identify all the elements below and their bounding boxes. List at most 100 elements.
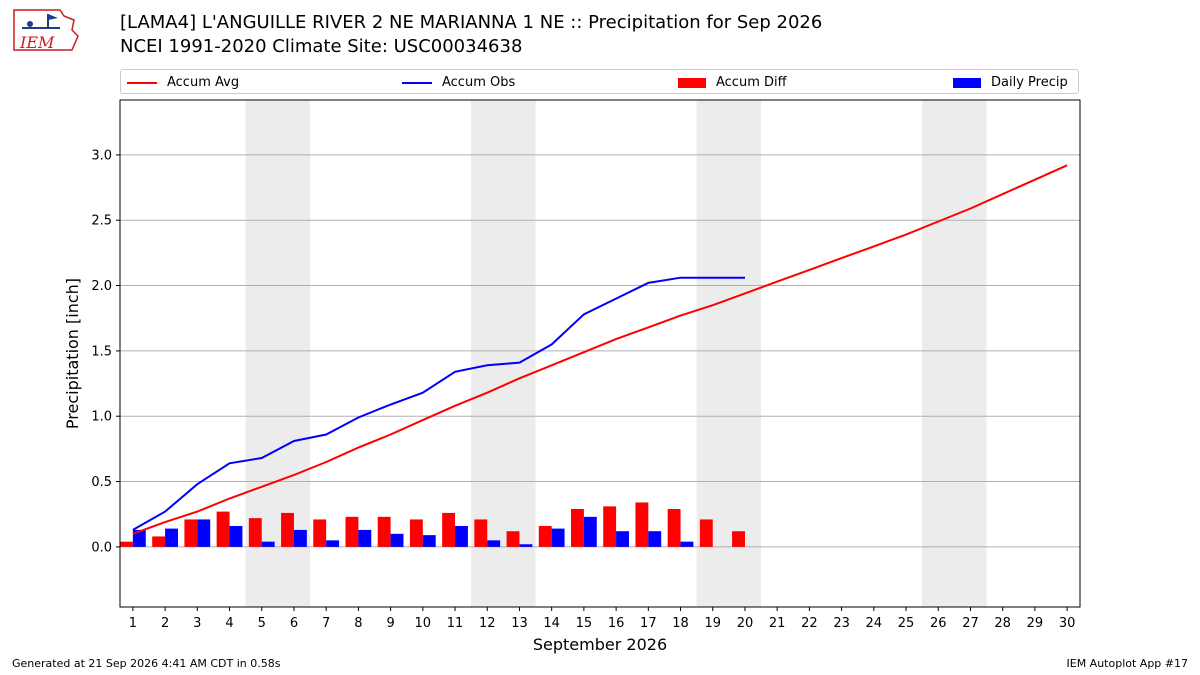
x-tick-label: 12 — [479, 616, 496, 631]
legend-item-accum-diff: Accum Diff — [678, 70, 787, 95]
diff-bar — [474, 519, 488, 547]
x-tick-label: 1 — [129, 616, 137, 631]
daily-bar — [293, 529, 307, 547]
x-tick-label: 3 — [193, 616, 201, 631]
diff-bar — [345, 516, 359, 547]
x-tick-label: 8 — [354, 616, 362, 631]
daily-bar — [487, 540, 501, 547]
x-tick-label: 11 — [447, 616, 464, 631]
y-tick-label: 1.0 — [91, 410, 112, 425]
diff-bar — [377, 516, 391, 547]
x-tick-label: 20 — [737, 616, 754, 631]
x-tick-label: 28 — [994, 616, 1011, 631]
daily-bar — [326, 540, 340, 547]
x-tick-label: 29 — [1027, 616, 1044, 631]
legend-label: Daily Precip — [991, 75, 1068, 90]
daily-bar — [583, 516, 597, 547]
plot-frame — [119, 99, 1081, 608]
diff-bar — [635, 502, 649, 547]
diff-bar — [409, 519, 423, 547]
legend-label: Accum Obs — [442, 75, 516, 90]
diff-bar — [732, 531, 745, 547]
diff-bar — [571, 508, 584, 547]
diff-bar — [248, 518, 262, 547]
legend-swatch — [678, 77, 706, 88]
x-tick-label: 21 — [769, 616, 786, 631]
diff-bar — [152, 536, 166, 547]
daily-bar — [358, 529, 372, 547]
y-tick-label: 1.5 — [91, 344, 112, 359]
legend-label: Accum Avg — [167, 75, 240, 90]
y-axis-label: Precipitation [inch] — [63, 278, 82, 429]
daily-bar — [390, 533, 404, 547]
legend-swatch — [402, 81, 432, 84]
x-tick-label: 7 — [322, 616, 330, 631]
daily-bar — [455, 525, 468, 547]
diff-bar — [667, 508, 681, 547]
daily-bar — [551, 528, 565, 547]
daily-bar — [132, 529, 146, 547]
x-tick-label: 4 — [225, 616, 233, 631]
iem-logo: IEM — [13, 9, 79, 52]
x-tick-label: 25 — [898, 616, 915, 631]
diff-bar — [603, 506, 617, 547]
x-tick-label: 2 — [161, 616, 169, 631]
legend-item-accum-obs: Accum Obs — [402, 70, 515, 95]
diff-bar — [442, 512, 456, 547]
diff-bar — [538, 525, 552, 547]
y-tick-label: 2.5 — [91, 214, 112, 229]
x-tick-label: 17 — [640, 616, 657, 631]
legend-swatch — [953, 77, 981, 88]
x-axis-label: September 2026 — [533, 635, 667, 654]
diff-bar — [120, 541, 133, 547]
daily-bar — [519, 544, 533, 547]
daily-bar — [616, 531, 629, 547]
x-tick-label: 24 — [866, 616, 883, 631]
accum-obs-line — [132, 276, 745, 531]
accum-avg-line — [132, 164, 1068, 535]
legend-item-accum-avg: Accum Avg — [127, 70, 239, 95]
legend-swatch — [127, 81, 157, 84]
diff-bar — [699, 519, 713, 547]
chart-subtitle: NCEI 1991-2020 Climate Site: USC00034638 — [120, 36, 523, 57]
y-tick-label: 2.0 — [91, 279, 112, 294]
x-tick-label: 16 — [608, 616, 625, 631]
diff-bar — [506, 531, 520, 547]
legend: Accum Avg Accum Obs Accum Diff Daily Pre… — [120, 69, 1079, 94]
daily-bar — [680, 541, 694, 547]
chart-title: [LAMA4] L'ANGUILLE RIVER 2 NE MARIANNA 1… — [120, 12, 823, 33]
legend-item-daily-precip: Daily Precip — [953, 70, 1068, 95]
x-tick-label: 19 — [704, 616, 721, 631]
x-tick-label: 10 — [415, 616, 432, 631]
weekend-band — [922, 100, 987, 607]
x-tick-label: 6 — [290, 616, 298, 631]
diff-bar — [216, 511, 230, 547]
y-tick-label: 0.5 — [91, 475, 112, 490]
daily-bar — [648, 531, 662, 547]
x-tick-label: 5 — [258, 616, 266, 631]
diff-bar — [281, 512, 294, 547]
daily-bar — [197, 519, 211, 547]
daily-bar — [229, 525, 243, 547]
daily-bar — [261, 541, 275, 547]
y-tick-label: 0.0 — [91, 540, 112, 555]
x-tick-label: 15 — [576, 616, 593, 631]
x-tick-label: 30 — [1059, 616, 1076, 631]
footer-app: IEM Autoplot App #17 — [1066, 657, 1189, 670]
daily-bar — [422, 535, 436, 547]
logo-text: IEM — [19, 33, 55, 52]
diff-bar — [184, 519, 198, 547]
footer-generated: Generated at 21 Sep 2026 4:41 AM CDT in … — [12, 657, 281, 670]
x-tick-label: 22 — [801, 616, 818, 631]
x-tick-label: 13 — [511, 616, 528, 631]
x-tick-label: 27 — [962, 616, 979, 631]
daily-bar — [165, 528, 178, 547]
legend-label: Accum Diff — [716, 75, 787, 90]
x-tick-label: 26 — [930, 616, 947, 631]
x-tick-label: 14 — [543, 616, 560, 631]
x-tick-label: 18 — [672, 616, 689, 631]
x-tick-label: 23 — [833, 616, 850, 631]
x-tick-label: 9 — [386, 616, 394, 631]
y-tick-label: 3.0 — [91, 148, 112, 163]
